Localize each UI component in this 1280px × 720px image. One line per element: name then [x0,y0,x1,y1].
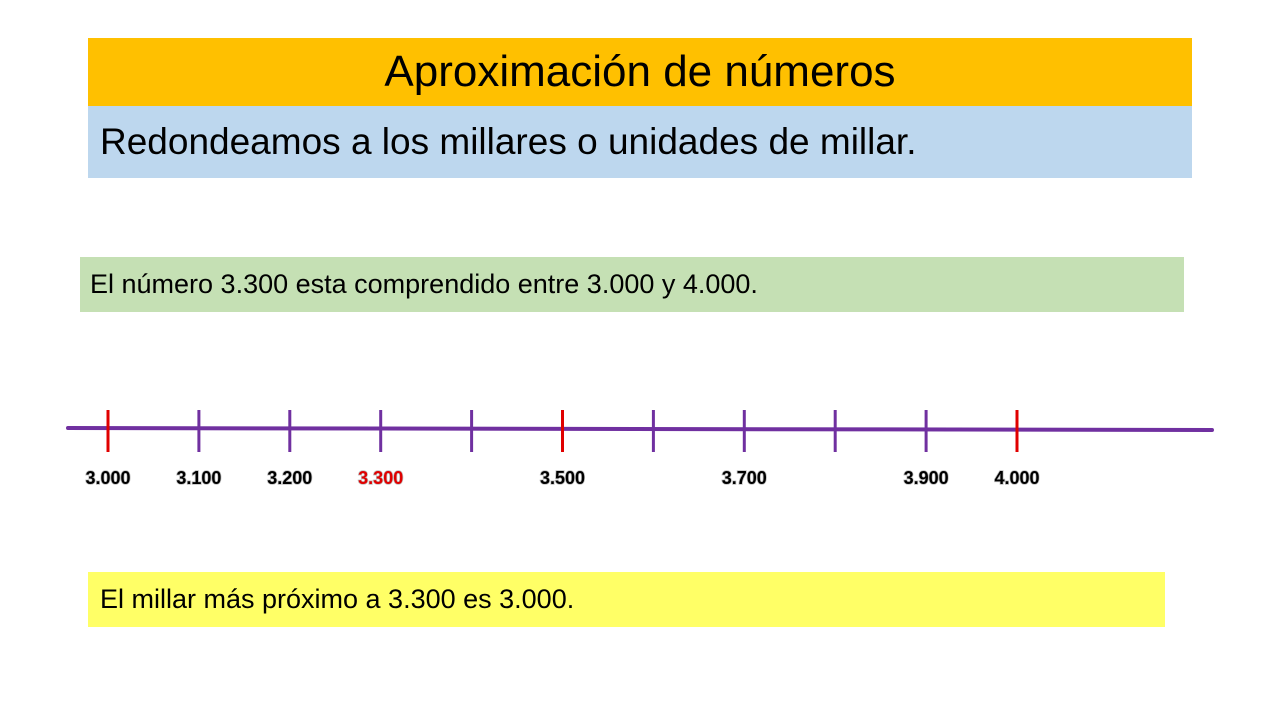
number-line-ticks [106,410,1019,452]
tick-label-3900: 3.900 [904,468,949,488]
conclusion-box: El millar más próximo a 3.300 es 3.000. [88,572,1165,627]
tick-label-3700: 3.700 [722,468,767,488]
tick-label-3200: 3.200 [267,468,312,488]
slide-title: Aproximación de números [88,38,1192,106]
tick-label-3100: 3.100 [176,468,221,488]
tick-label-4000: 4.000 [994,468,1039,488]
tick-label-3000: 3.000 [85,468,130,488]
tick-label-3500: 3.500 [540,468,585,488]
number-line-axis [66,426,1214,432]
statement-box: El número 3.300 esta comprendido entre 3… [80,257,1184,312]
number-line: 3.000 3.100 3.200 3.300 3.500 3.700 3.900 4.000 [66,410,1214,489]
tick-label-3300: 3.300 [358,468,403,488]
slide-subtitle: Redondeamos a los millares o unidades de… [88,106,1192,178]
number-line-labels: 3.000 3.100 3.200 3.300 3.500 3.700 3.900 4.000 [85,467,1041,489]
